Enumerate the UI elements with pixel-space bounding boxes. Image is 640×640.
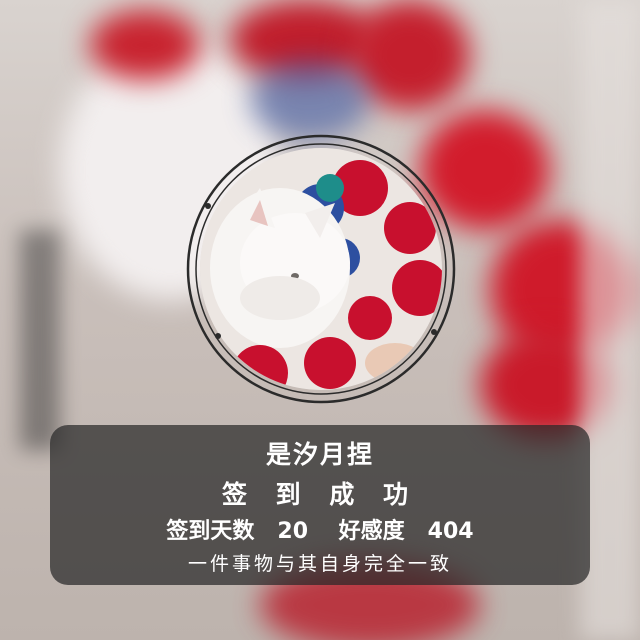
- checkin-card: 是汐月捏 签 到 成 功 签到天数 20 好感度 404 一件事物与其自身完全一…: [50, 425, 590, 585]
- avatar: [178, 126, 464, 412]
- background-light-shape: [580, 0, 640, 640]
- background-blue-ornament: [250, 60, 370, 140]
- checkin-stats: 签到天数 20 好感度 404: [50, 513, 590, 545]
- user-name: 是汐月捏: [265, 440, 374, 469]
- background-red-ball: [420, 110, 550, 230]
- avatar-cat-illustration: [200, 148, 442, 390]
- days-value: 20: [277, 519, 309, 544]
- favor-label: 好感度: [338, 519, 405, 544]
- background-red-ball: [90, 10, 200, 80]
- motto-text: 一件事物与其自身完全一致: [187, 553, 452, 575]
- days-label: 签到天数: [166, 519, 255, 544]
- avatar-frame-ring: [186, 134, 456, 404]
- background-dark-shape: [20, 230, 60, 450]
- favor-value: 404: [427, 519, 474, 544]
- checkin-status: 签 到 成 功: [221, 480, 419, 509]
- avatar-photo: [200, 148, 442, 390]
- background-red-ball: [350, 0, 470, 110]
